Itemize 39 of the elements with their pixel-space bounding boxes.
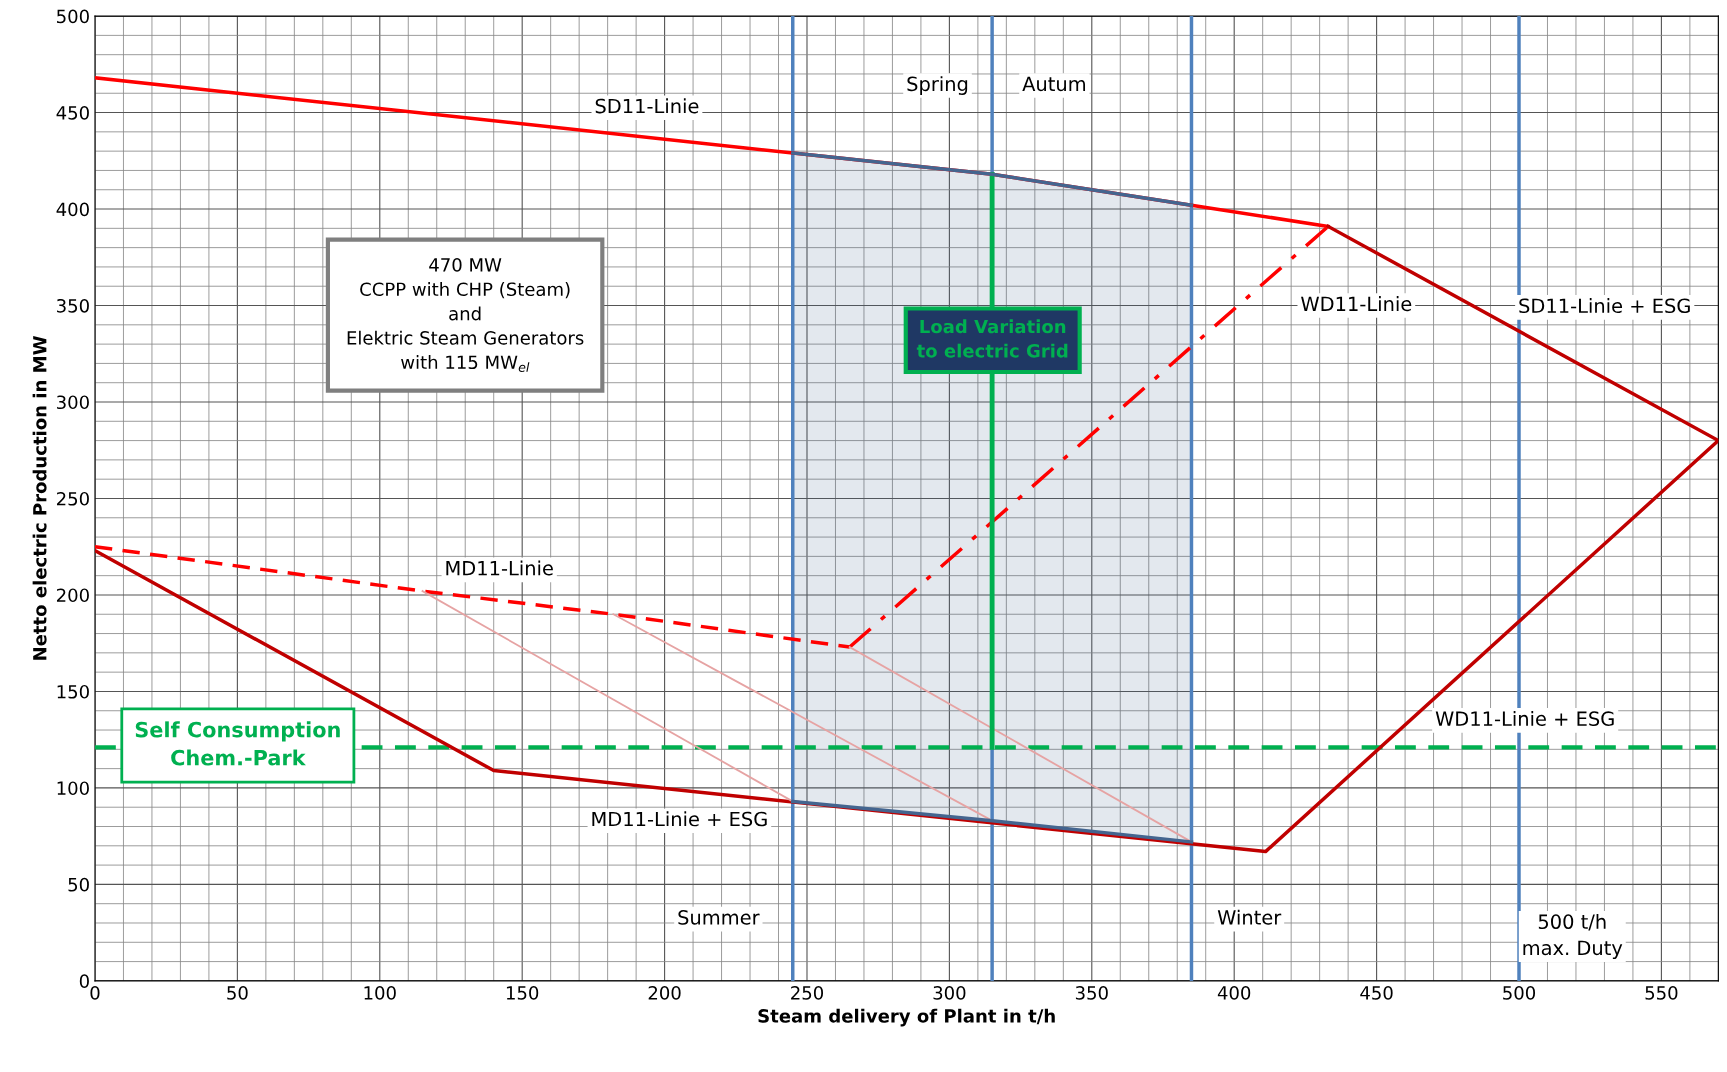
y-tick-label: 400 (56, 202, 89, 217)
annotation: Autum (1022, 76, 1086, 92)
y-tick-label: 100 (57, 781, 89, 796)
x-tick-label: 0 (90, 986, 100, 1000)
x-tick-label: 150 (506, 986, 539, 1000)
x-tick-label: 550 (1645, 986, 1678, 1000)
y-tick-label: 350 (57, 298, 89, 313)
x-tick-label: 50 (227, 986, 248, 1000)
annotation: Summer (678, 910, 760, 925)
x-tick-label: 400 (1217, 986, 1251, 1000)
annotation: Self Consumption Chem.-Park (135, 721, 340, 766)
annotation: 500 t/h max. Duty (1523, 913, 1623, 960)
y-tick-label: 200 (56, 588, 89, 603)
y-axis-title: Netto electric Production in MW (32, 336, 47, 660)
x-tick-label: 300 (933, 986, 966, 1000)
y-tick-label: 300 (57, 395, 89, 410)
annotation: SD11-Linie + ESG (1519, 298, 1690, 314)
annotation: 470 MW CCPP with CHP (Steam) and Elektric Steam Generators with 115 MW$_{el}$ (347, 258, 584, 372)
x-tick-label: 200 (648, 986, 681, 1000)
x-tick-label: 500 (1503, 986, 1536, 1000)
x-tick-label: 450 (1360, 986, 1393, 1000)
x-tick-label: 100 (364, 986, 396, 1000)
x-tick-label: 350 (1075, 986, 1108, 1000)
y-tick-label: 50 (68, 877, 89, 892)
y-tick-label: 0 (79, 974, 89, 988)
y-tick-label: 150 (57, 684, 89, 699)
y-tick-label: 450 (56, 106, 89, 120)
annotation: WD11-Linie (1301, 296, 1412, 312)
annotation: MD11-Linie (446, 560, 553, 576)
annotation: Load Variation to electric Grid (916, 319, 1068, 358)
annotation: Spring (907, 76, 968, 95)
annotation: WD11-Linie + ESG (1435, 710, 1614, 727)
annotation: SD11-Linie (595, 98, 699, 114)
y-tick-label: 250 (56, 491, 89, 506)
annotation: MD11-Linie + ESG (592, 811, 767, 827)
y-tick-label: 500 (57, 9, 89, 24)
annotation: Winter (1217, 909, 1282, 925)
x-tick-label: 250 (791, 986, 824, 1000)
x-axis-title: Steam delivery of Plant in t/h (758, 1008, 1055, 1027)
